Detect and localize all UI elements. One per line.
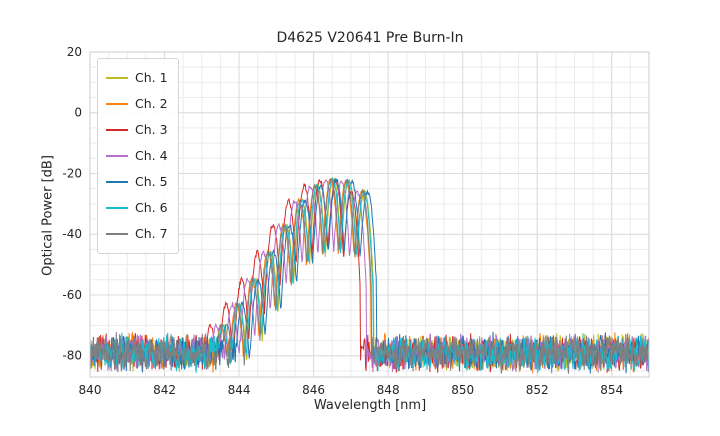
legend-item-ch-7: Ch. 7: [106, 221, 168, 247]
x-tick-label: 842: [153, 383, 176, 397]
legend-swatch: [106, 181, 128, 183]
y-tick-label: 0: [74, 106, 82, 120]
y-tick-label: -20: [62, 166, 82, 180]
x-tick-label: 848: [377, 383, 400, 397]
legend-item-ch-2: Ch. 2: [106, 91, 168, 117]
x-tick-label: 840: [79, 383, 102, 397]
x-tick-label: 846: [302, 383, 325, 397]
series-line-ch-7: [90, 177, 649, 374]
legend-swatch: [106, 233, 128, 235]
legend-swatch: [106, 129, 128, 131]
legend-label: Ch. 6: [135, 199, 168, 215]
x-tick-label: 844: [228, 383, 251, 397]
x-tick-label: 852: [526, 383, 549, 397]
legend-label: Ch. 4: [135, 147, 168, 163]
axes-spines: [89, 51, 650, 378]
legend-swatch: [106, 155, 128, 157]
legend-item-ch-5: Ch. 5: [106, 169, 168, 195]
x-tick-label: 854: [600, 383, 623, 397]
legend-swatch: [106, 103, 128, 105]
legend-item-ch-6: Ch. 6: [106, 195, 168, 221]
y-tick-label: 20: [67, 45, 82, 59]
chart-title: D4625 V20641 Pre Burn-In: [276, 30, 464, 46]
legend-item-ch-3: Ch. 3: [106, 117, 168, 143]
legend: Ch. 1 Ch. 2 Ch. 3 Ch. 4 Ch. 5 Ch. 6 Ch. 7: [97, 58, 179, 254]
legend-label: Ch. 7: [135, 225, 168, 241]
y-axis-label: Optical Power [dB]: [40, 155, 56, 276]
y-tick-label: -80: [62, 349, 82, 363]
x-axis-label: Wavelength [nm]: [313, 398, 427, 413]
legend-swatch: [106, 77, 128, 79]
legend-label: Ch. 1: [135, 69, 168, 85]
legend-swatch: [106, 207, 128, 209]
legend-item-ch-4: Ch. 4: [106, 143, 168, 169]
y-tick-label: -60: [62, 288, 82, 302]
y-tick-label: -40: [62, 227, 82, 241]
legend-label: Ch. 3: [135, 121, 168, 137]
legend-item-ch-1: Ch. 1: [106, 65, 168, 91]
legend-label: Ch. 5: [135, 173, 168, 189]
x-tick-label: 850: [451, 383, 474, 397]
legend-label: Ch. 2: [135, 95, 168, 111]
